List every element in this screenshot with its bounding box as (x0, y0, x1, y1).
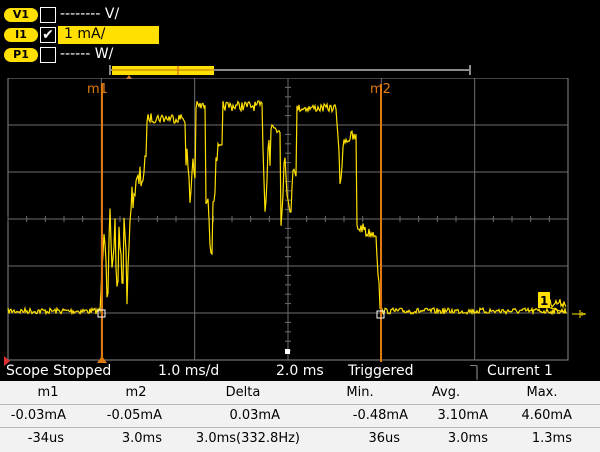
ground-icon (572, 310, 586, 318)
marker-m1-point (97, 309, 106, 318)
row2-avg: 3.0ms (447, 431, 488, 446)
trigger-position-icon (97, 356, 107, 363)
channel-checkbox-i1[interactable]: ✔ (40, 27, 56, 43)
trigger-edge-icon[interactable]: ⏋ (470, 366, 484, 382)
current-trace (7, 100, 567, 316)
time-center-icon (285, 349, 290, 354)
row2-delta: 3.0ms(332.8Hz) (195, 431, 300, 446)
trigger-status: Triggered (348, 363, 414, 379)
channel-checkbox-p1[interactable] (40, 47, 56, 63)
channel-scale-v1[interactable]: -------- V/ (60, 6, 120, 22)
channel-scale-p1[interactable]: ------ W/ (60, 46, 114, 62)
scope-display[interactable]: m1 m2 1 (0, 78, 600, 378)
header-delta: Delta (225, 385, 261, 400)
channel-badge-i1[interactable]: I1 (4, 28, 38, 42)
timebase-value[interactable]: 1.0 ms/d (158, 363, 220, 379)
row2-m2: 3.0ms (121, 431, 162, 446)
channel-badge-v1[interactable]: V1 (4, 8, 38, 22)
row2-max: 1.3ms (531, 431, 572, 446)
row1-m2: -0.05mA (106, 408, 162, 423)
measurement-table: m1 m2 Delta Min. Avg. Max. -0.03mA -0.05… (0, 381, 600, 452)
left-scroll-icon (4, 356, 10, 366)
header-avg: Avg. (431, 385, 461, 400)
channel-checkbox-v1[interactable] (40, 7, 56, 23)
trace-ref-marker-label: 1 (540, 294, 548, 308)
header-m1: m1 (37, 385, 59, 400)
table-divider (0, 427, 600, 428)
row1-avg: 3.10mA (437, 408, 488, 423)
channel-scale-i1[interactable]: 1 mA/ (58, 26, 159, 44)
trace-ref-marker (538, 292, 550, 308)
trigger-source[interactable]: Current 1 (487, 363, 553, 379)
scope-state: Scope Stopped (6, 363, 112, 379)
status-bar: Scope Stopped 1.0 ms/d 2.0 ms Triggered … (0, 360, 600, 382)
row2-m1: -34us (27, 431, 64, 446)
header-max: Max. (526, 385, 558, 400)
marker-m2-label: m2 (370, 82, 391, 97)
row2-min: 36us (368, 431, 400, 446)
header-m2: m2 (125, 385, 147, 400)
channel-badge-p1[interactable]: P1 (4, 48, 38, 62)
row1-m1: -0.03mA (10, 408, 66, 423)
time-offset-value[interactable]: 2.0 ms (276, 363, 324, 379)
header-min: Min. (346, 385, 374, 400)
row1-max: 4.60mA (521, 408, 572, 423)
row1-delta: 0.03mA (229, 408, 280, 423)
row1-min: -0.48mA (352, 408, 408, 423)
table-divider (0, 404, 600, 405)
timeline-overview[interactable] (0, 62, 600, 84)
marker-m1-label: m1 (87, 82, 108, 97)
scope-grid (7, 78, 569, 361)
marker-m2-point (376, 310, 385, 319)
